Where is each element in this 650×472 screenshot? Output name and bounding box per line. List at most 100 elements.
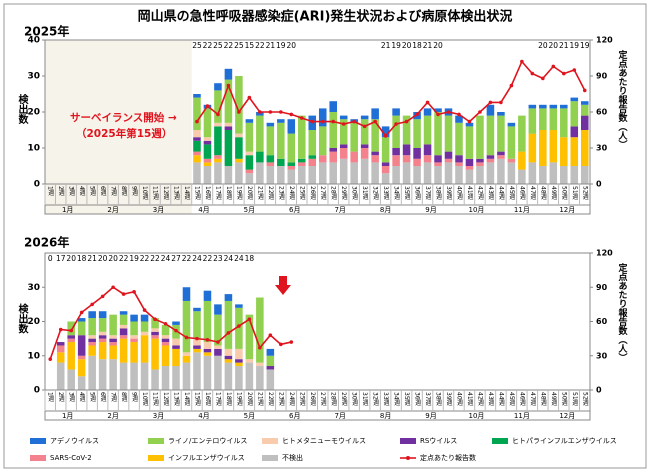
month-label: 7月 bbox=[334, 412, 345, 420]
sample-count: 18 bbox=[245, 254, 255, 263]
month-label: 1月 bbox=[62, 412, 73, 420]
line-point bbox=[499, 100, 503, 105]
bar-segment bbox=[308, 158, 317, 166]
x-tick-label: 3週 bbox=[68, 186, 75, 197]
bar-segment bbox=[193, 137, 201, 141]
line-point bbox=[320, 119, 325, 124]
bar-segment bbox=[224, 362, 233, 390]
bar-segment bbox=[434, 108, 442, 112]
x-tick-label: 8週 bbox=[120, 186, 127, 197]
bar-segment bbox=[486, 115, 495, 156]
line-point bbox=[279, 110, 283, 114]
y2-tick-label: 30 bbox=[596, 351, 608, 360]
y-tick-label: 20 bbox=[27, 317, 40, 327]
x-tick-label: 49週 bbox=[550, 392, 557, 407]
x-tick-label: 32週 bbox=[372, 186, 379, 201]
annotation: サーベイランス開始 → bbox=[70, 111, 177, 124]
y-tick-label: 10 bbox=[27, 351, 40, 361]
bar-segment bbox=[203, 348, 212, 353]
line-point bbox=[289, 112, 294, 117]
bar-segment bbox=[444, 115, 453, 152]
x-tick-label: 28週 bbox=[330, 392, 337, 407]
bar-segment bbox=[266, 366, 275, 370]
sample-count: 17 bbox=[56, 254, 66, 263]
bar-segment bbox=[528, 162, 537, 184]
month-label: 8月 bbox=[380, 412, 391, 420]
bar-segment bbox=[371, 119, 379, 152]
sample-count: 21 bbox=[423, 41, 433, 50]
x-tick-label: 32週 bbox=[372, 392, 379, 407]
line-point bbox=[121, 292, 126, 296]
bar-segment bbox=[224, 294, 233, 301]
bar-segment bbox=[580, 101, 589, 105]
bar-segment bbox=[360, 158, 369, 184]
bar-segment bbox=[161, 338, 170, 343]
line-point bbox=[153, 317, 157, 322]
bar-segment bbox=[224, 355, 233, 360]
bar-segment bbox=[172, 321, 180, 325]
legend-swatch bbox=[400, 438, 416, 444]
x-tick-label: 18週 bbox=[225, 392, 232, 407]
bar-segment bbox=[580, 104, 589, 116]
line bbox=[196, 60, 586, 138]
bar-segment bbox=[308, 166, 317, 184]
sample-count: 21 bbox=[266, 41, 276, 50]
x-tick-label: 11週 bbox=[152, 392, 159, 407]
bar-segment bbox=[214, 348, 222, 356]
sample-count: 22 bbox=[119, 254, 129, 263]
sample-count: 22 bbox=[203, 41, 213, 50]
bar-segment bbox=[256, 115, 264, 152]
bar-segment bbox=[235, 307, 243, 349]
sample-count: 0 bbox=[48, 254, 53, 263]
line-point bbox=[467, 119, 472, 124]
legend-label: RSウイルス bbox=[420, 437, 457, 445]
bar-segment bbox=[476, 115, 484, 159]
bar-segment bbox=[560, 108, 568, 138]
bar-segment bbox=[214, 304, 222, 315]
bar-segment bbox=[266, 162, 275, 166]
bar-segment bbox=[77, 376, 86, 390]
bar-segment bbox=[161, 324, 170, 336]
bar-segment bbox=[256, 151, 264, 163]
bar-segment bbox=[329, 101, 337, 112]
x-tick-label: 19週 bbox=[235, 392, 242, 407]
legend-label: ヒトパラインフルエンザウイルス bbox=[512, 437, 617, 445]
bar-segment bbox=[549, 130, 558, 163]
line-point bbox=[184, 335, 189, 340]
bar-segment bbox=[172, 338, 180, 346]
bar-segment bbox=[245, 119, 254, 123]
x-tick-label: 6週 bbox=[99, 186, 106, 197]
sample-count: 20 bbox=[402, 41, 412, 50]
x-tick-label: 2週 bbox=[57, 392, 64, 403]
y-tick-label: 30 bbox=[27, 283, 40, 293]
bar-segment bbox=[214, 158, 222, 163]
bar-segment bbox=[119, 311, 128, 315]
line-point bbox=[268, 333, 273, 338]
bar-segment bbox=[193, 307, 201, 312]
arrow bbox=[275, 276, 291, 295]
bar-segment bbox=[371, 108, 379, 120]
bar-segment bbox=[497, 151, 505, 156]
line-point bbox=[551, 64, 556, 69]
bar-segment bbox=[455, 122, 463, 156]
x-tick-label: 48週 bbox=[539, 392, 546, 407]
bar-segment bbox=[402, 144, 411, 156]
line-point bbox=[415, 112, 419, 117]
bar-segment bbox=[350, 162, 358, 184]
y2-tick-label: 0 bbox=[596, 180, 602, 189]
bar-segment bbox=[193, 162, 201, 184]
bar-segment bbox=[88, 318, 96, 336]
line-point bbox=[341, 122, 346, 126]
sample-count: 20 bbox=[433, 41, 443, 50]
line-point bbox=[195, 336, 199, 341]
bar-segment bbox=[172, 348, 180, 367]
x-tick-label: 36週 bbox=[414, 392, 421, 407]
bar-segment bbox=[67, 342, 75, 370]
bar-segment bbox=[140, 331, 149, 336]
x-tick-label: 1週 bbox=[47, 186, 54, 197]
x-tick-label: 31週 bbox=[361, 186, 368, 201]
bar-segment bbox=[465, 166, 474, 170]
x-tick-label: 38週 bbox=[435, 392, 442, 407]
bar-segment bbox=[318, 126, 327, 156]
bar-segment bbox=[423, 162, 432, 184]
